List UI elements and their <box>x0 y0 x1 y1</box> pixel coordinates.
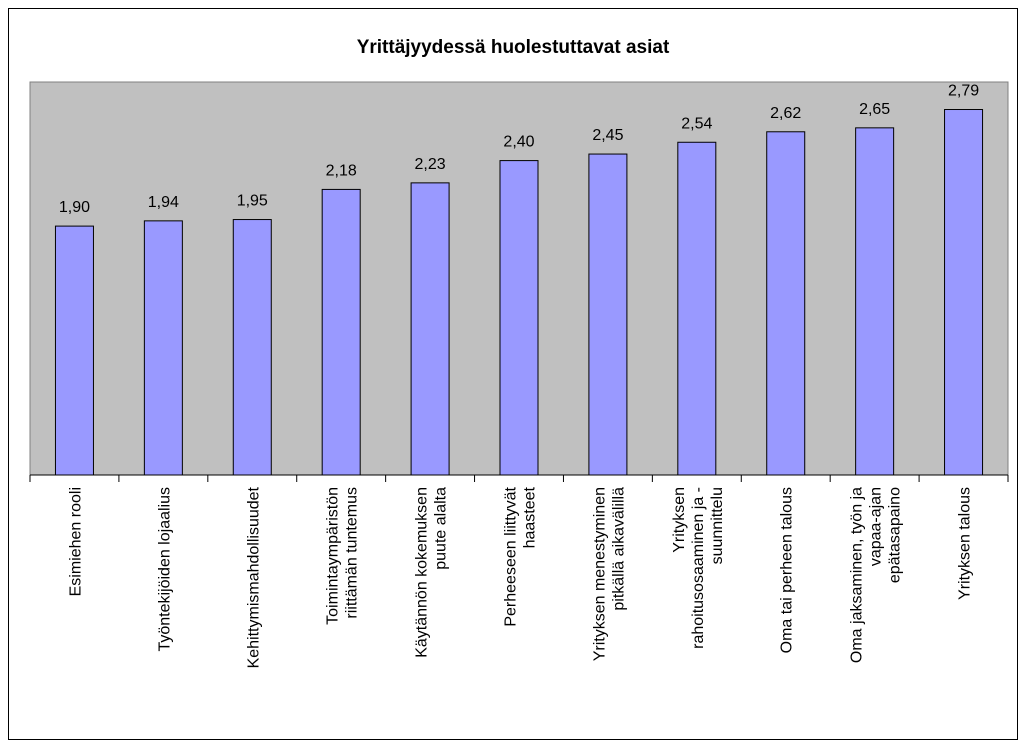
x-tick-label: Yrityksen <box>671 487 688 553</box>
bar <box>54 225 94 476</box>
x-tick-label: Perheeseen liittyvät <box>503 486 520 626</box>
x-tick-label: puute alalta <box>433 487 450 570</box>
x-tick-label: rahoitusosaaminen ja - <box>690 487 707 649</box>
value-label: 2,65 <box>859 101 890 118</box>
bar <box>410 182 450 476</box>
x-tick-label: Yrityksen menestyminen <box>591 487 608 661</box>
value-label: 2,23 <box>415 156 446 173</box>
value-label: 1,95 <box>237 193 268 210</box>
bar <box>143 220 183 476</box>
value-label: 2,54 <box>681 115 712 132</box>
value-label: 2,79 <box>948 83 979 100</box>
bar <box>766 131 806 476</box>
x-tick-label: Työntekijöiden lojaalius <box>156 487 173 652</box>
bar <box>944 109 984 476</box>
bar <box>588 153 628 476</box>
x-tick-label: Oma tai perheen talous <box>779 487 796 653</box>
x-tick-label: suunnittelu <box>709 487 726 564</box>
x-tick-label: pitkällä aikavälillä <box>610 487 627 611</box>
bar <box>677 141 717 476</box>
x-tick-label: Toimintaympäristön <box>325 487 342 625</box>
x-tick-label: Esimiehen rooli <box>67 487 84 596</box>
value-label: 1,94 <box>148 194 179 211</box>
chart-title: Yrittäjyydessä huolestuttavat asiat <box>357 37 670 58</box>
value-label: 2,18 <box>326 162 357 179</box>
bar <box>321 188 361 476</box>
bar <box>499 160 539 476</box>
x-tick-label: Yrityksen talous <box>957 487 974 600</box>
value-label: 2,62 <box>770 105 801 122</box>
x-tick-label: Käytännön kokemuksen <box>414 487 431 658</box>
x-tick-label: epätasapaino <box>887 487 904 583</box>
value-label: 2,40 <box>503 134 534 151</box>
x-tick-label: haasteet <box>522 486 539 548</box>
bar <box>855 127 895 476</box>
value-label: 2,45 <box>592 127 623 144</box>
x-tick-label: Kehittymismahdollisuudet <box>245 486 262 668</box>
x-tick-label: riittämän tuntemus <box>344 487 361 619</box>
x-tick-label: vapaa-ajan <box>868 487 885 566</box>
x-tick-label: Oma jaksaminen, työn ja <box>849 487 866 663</box>
value-label: 1,90 <box>59 199 90 216</box>
bar <box>232 219 272 476</box>
